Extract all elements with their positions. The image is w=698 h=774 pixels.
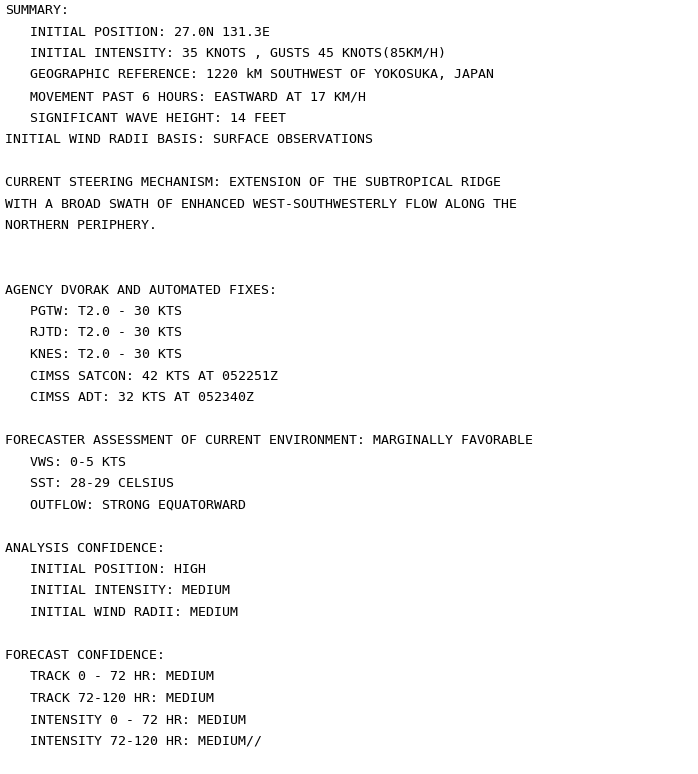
Text: CIMSS SATCON: 42 KTS AT 052251Z: CIMSS SATCON: 42 KTS AT 052251Z [30, 369, 278, 382]
Text: WITH A BROAD SWATH OF ENHANCED WEST-SOUTHWESTERLY FLOW ALONG THE: WITH A BROAD SWATH OF ENHANCED WEST-SOUT… [5, 197, 517, 211]
Text: MOVEMENT PAST 6 HOURS: EASTWARD AT 17 KM/H: MOVEMENT PAST 6 HOURS: EASTWARD AT 17 KM… [30, 90, 366, 103]
Text: INTENSITY 0 - 72 HR: MEDIUM: INTENSITY 0 - 72 HR: MEDIUM [30, 714, 246, 727]
Text: NORTHERN PERIPHERY.: NORTHERN PERIPHERY. [5, 219, 157, 232]
Text: SIGNIFICANT WAVE HEIGHT: 14 FEET: SIGNIFICANT WAVE HEIGHT: 14 FEET [30, 111, 286, 125]
Text: INITIAL WIND RADII BASIS: SURFACE OBSERVATIONS: INITIAL WIND RADII BASIS: SURFACE OBSERV… [5, 133, 373, 146]
Text: CIMSS ADT: 32 KTS AT 052340Z: CIMSS ADT: 32 KTS AT 052340Z [30, 391, 254, 404]
Text: INITIAL INTENSITY: 35 KNOTS , GUSTS 45 KNOTS(85KM/H): INITIAL INTENSITY: 35 KNOTS , GUSTS 45 K… [30, 47, 446, 60]
Text: GEOGRAPHIC REFERENCE: 1220 kM SOUTHWEST OF YOKOSUKA, JAPAN: GEOGRAPHIC REFERENCE: 1220 kM SOUTHWEST … [30, 69, 494, 81]
Text: AGENCY DVORAK AND AUTOMATED FIXES:: AGENCY DVORAK AND AUTOMATED FIXES: [5, 283, 277, 296]
Text: PGTW: T2.0 - 30 KTS: PGTW: T2.0 - 30 KTS [30, 305, 182, 318]
Text: TRACK 0 - 72 HR: MEDIUM: TRACK 0 - 72 HR: MEDIUM [30, 670, 214, 683]
Text: INITIAL POSITION: 27.0N 131.3E: INITIAL POSITION: 27.0N 131.3E [30, 26, 270, 39]
Text: FORECAST CONFIDENCE:: FORECAST CONFIDENCE: [5, 649, 165, 662]
Text: ANALYSIS CONFIDENCE:: ANALYSIS CONFIDENCE: [5, 542, 165, 554]
Text: SST: 28-29 CELSIUS: SST: 28-29 CELSIUS [30, 477, 174, 490]
Text: TRACK 72-120 HR: MEDIUM: TRACK 72-120 HR: MEDIUM [30, 692, 214, 705]
Text: CURRENT STEERING MECHANISM: EXTENSION OF THE SUBTROPICAL RIDGE: CURRENT STEERING MECHANISM: EXTENSION OF… [5, 176, 501, 189]
Text: INITIAL INTENSITY: MEDIUM: INITIAL INTENSITY: MEDIUM [30, 584, 230, 598]
Text: OUTFLOW: STRONG EQUATORWARD: OUTFLOW: STRONG EQUATORWARD [30, 498, 246, 512]
Text: VWS: 0-5 KTS: VWS: 0-5 KTS [30, 456, 126, 468]
Text: SUMMARY:: SUMMARY: [5, 4, 69, 17]
Text: KNES: T2.0 - 30 KTS: KNES: T2.0 - 30 KTS [30, 348, 182, 361]
Text: RJTD: T2.0 - 30 KTS: RJTD: T2.0 - 30 KTS [30, 327, 182, 340]
Text: FORECASTER ASSESSMENT OF CURRENT ENVIRONMENT: MARGINALLY FAVORABLE: FORECASTER ASSESSMENT OF CURRENT ENVIRON… [5, 434, 533, 447]
Text: INITIAL POSITION: HIGH: INITIAL POSITION: HIGH [30, 563, 206, 576]
Text: INITIAL WIND RADII: MEDIUM: INITIAL WIND RADII: MEDIUM [30, 606, 238, 619]
Text: INTENSITY 72-120 HR: MEDIUM//: INTENSITY 72-120 HR: MEDIUM// [30, 735, 262, 748]
